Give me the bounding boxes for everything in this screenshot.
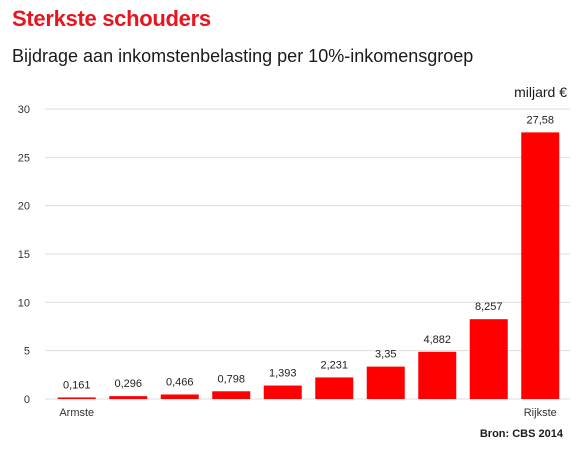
data-label: 0,798 [217, 373, 245, 385]
unit-label: miljard € [514, 84, 567, 100]
chart-subtitle: Bijdrage aan inkomstenbelasting per 10%-… [12, 46, 474, 66]
data-label: 0,466 [166, 376, 194, 388]
y-tick-label: 5 [24, 346, 30, 358]
bar [263, 385, 302, 399]
bar [212, 391, 251, 399]
category-label: Rijkste [524, 407, 557, 419]
data-label: 0,296 [114, 378, 142, 390]
bar [469, 319, 508, 399]
y-tick-label: 15 [18, 249, 30, 261]
data-label: 2,231 [320, 359, 348, 371]
data-label: 4,882 [423, 334, 451, 346]
category-label: Armste [59, 407, 94, 419]
y-tick-label: 25 [18, 152, 30, 164]
bar [160, 394, 199, 399]
data-label: 27,58 [526, 114, 554, 126]
source-note: Bron: CBS 2014 [479, 428, 563, 440]
bar [418, 351, 457, 399]
chart-title: Sterkste schouders [12, 6, 211, 31]
bar [366, 366, 405, 399]
data-label: 3,35 [375, 349, 396, 361]
bar [57, 397, 96, 399]
bar [315, 377, 354, 399]
bar [521, 132, 560, 400]
data-label: 0,161 [63, 379, 91, 391]
y-tick-label: 0 [24, 394, 30, 406]
bar [109, 396, 148, 399]
y-tick-label: 20 [18, 201, 30, 213]
y-tick-label: 10 [18, 297, 30, 309]
data-label: 8,257 [475, 301, 503, 313]
y-tick-label: 30 [18, 104, 30, 116]
data-label: 1,393 [269, 368, 297, 380]
